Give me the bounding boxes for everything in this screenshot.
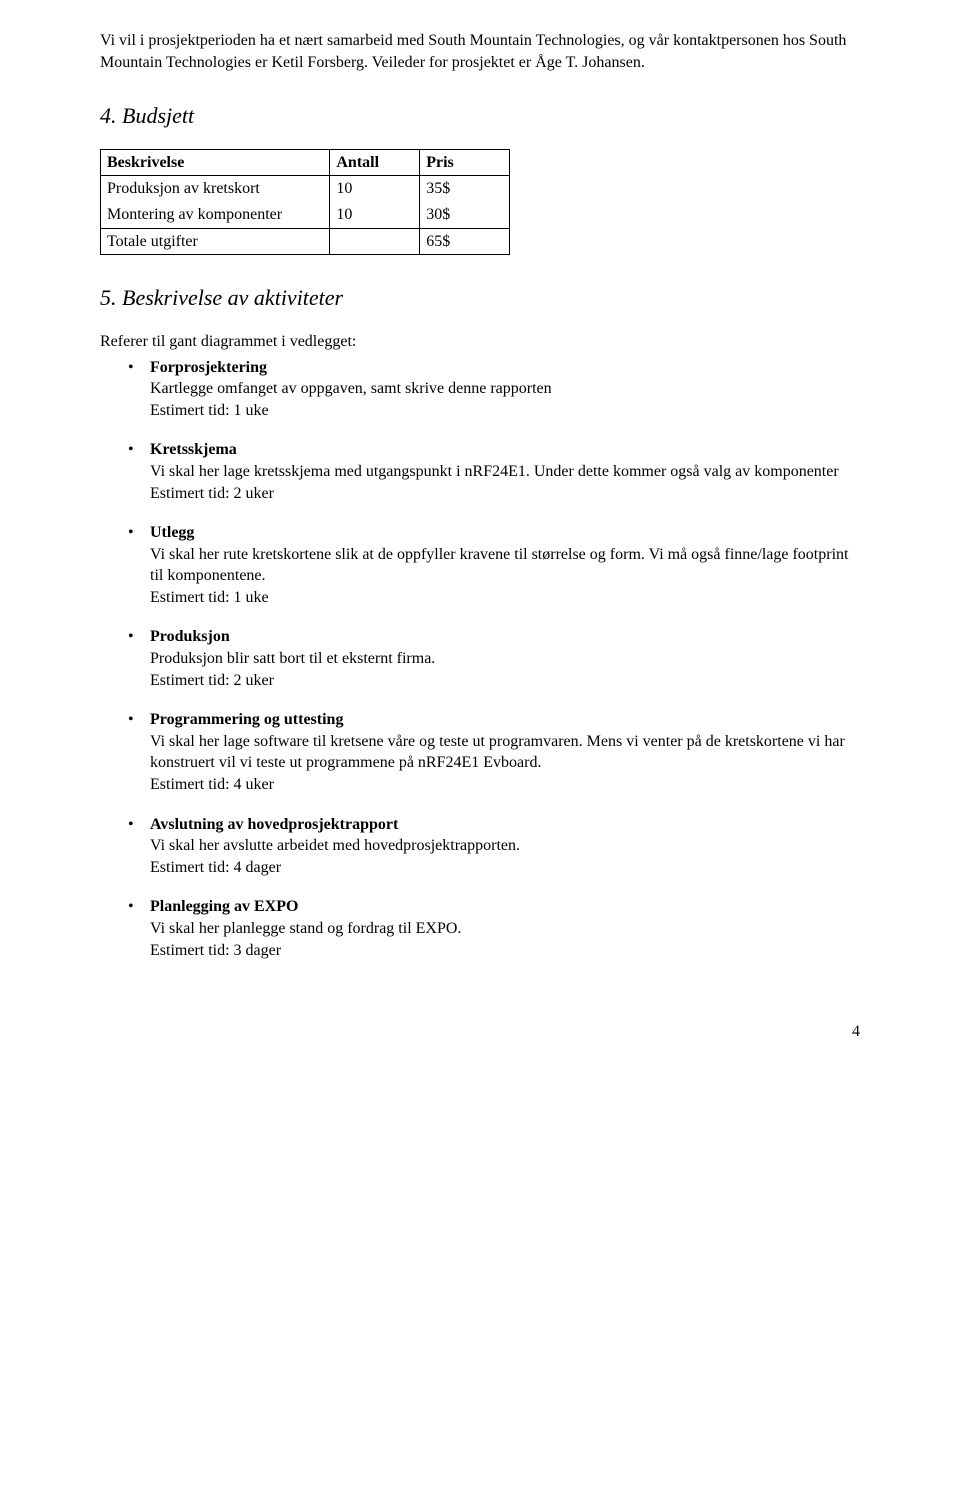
activity-desc: Vi skal her rute kretskortene slik at de…	[150, 544, 860, 587]
table-cell: 30$	[420, 202, 510, 228]
list-item: Kretsskjema Vi skal her lage kretsskjema…	[128, 439, 860, 504]
activity-desc: Kartlegge omfanget av oppgaven, samt skr…	[150, 378, 860, 400]
activity-time: Estimert tid: 4 dager	[150, 857, 860, 879]
list-item: Avslutning av hovedprosjektrapport Vi sk…	[128, 814, 860, 879]
activity-desc: Vi skal her avslutte arbeidet med hovedp…	[150, 835, 860, 857]
activity-title: Planlegging av EXPO	[150, 898, 298, 915]
table-cell: 65$	[420, 228, 510, 255]
intro-paragraph: Vi vil i prosjektperioden ha et nært sam…	[100, 30, 860, 73]
list-item: Forprosjektering Kartlegge omfanget av o…	[128, 357, 860, 422]
page-number: 4	[100, 1021, 860, 1043]
table-header: Beskrivelse	[101, 149, 330, 176]
table-header: Antall	[330, 149, 420, 176]
list-item: Produksjon Produksjon blir satt bort til…	[128, 626, 860, 691]
table-cell: Totale utgifter	[101, 228, 330, 255]
table-cell: 35$	[420, 176, 510, 202]
activities-intro: Referer til gant diagrammet i vedlegget:	[100, 331, 860, 353]
activity-time: Estimert tid: 2 uker	[150, 483, 860, 505]
activity-desc: Vi skal her lage kretsskjema med utgangs…	[150, 461, 860, 483]
section-4-title: 4. Budsjett	[100, 101, 860, 131]
table-cell: 10	[330, 202, 420, 228]
activity-time: Estimert tid: 2 uker	[150, 670, 860, 692]
activity-time: Estimert tid: 4 uker	[150, 774, 860, 796]
list-item: Programmering og uttesting Vi skal her l…	[128, 709, 860, 795]
table-row: Produksjon av kretskort 10 35$	[101, 176, 510, 202]
table-row: Totale utgifter 65$	[101, 228, 510, 255]
activity-title: Programmering og uttesting	[150, 711, 343, 728]
activity-desc: Vi skal her planlegge stand og fordrag t…	[150, 918, 860, 940]
activity-time: Estimert tid: 1 uke	[150, 400, 860, 422]
activity-time: Estimert tid: 3 dager	[150, 940, 860, 962]
activities-list: Forprosjektering Kartlegge omfanget av o…	[100, 357, 860, 962]
activity-title: Forprosjektering	[150, 359, 267, 376]
table-header-row: Beskrivelse Antall Pris	[101, 149, 510, 176]
activity-title: Utlegg	[150, 524, 194, 541]
table-row: Montering av komponenter 10 30$	[101, 202, 510, 228]
list-item: Planlegging av EXPO Vi skal her planlegg…	[128, 896, 860, 961]
table-cell	[330, 228, 420, 255]
activity-desc: Vi skal her lage software til kretsene v…	[150, 731, 860, 774]
section-5-title: 5. Beskrivelse av aktiviteter	[100, 283, 860, 313]
activity-title: Produksjon	[150, 628, 230, 645]
table-cell: 10	[330, 176, 420, 202]
table-cell: Montering av komponenter	[101, 202, 330, 228]
list-item: Utlegg Vi skal her rute kretskortene sli…	[128, 522, 860, 608]
activity-title: Kretsskjema	[150, 441, 237, 458]
activity-time: Estimert tid: 1 uke	[150, 587, 860, 609]
budget-table: Beskrivelse Antall Pris Produksjon av kr…	[100, 149, 510, 255]
table-cell: Produksjon av kretskort	[101, 176, 330, 202]
activity-title: Avslutning av hovedprosjektrapport	[150, 816, 398, 833]
activity-desc: Produksjon blir satt bort til et ekstern…	[150, 648, 860, 670]
table-header: Pris	[420, 149, 510, 176]
